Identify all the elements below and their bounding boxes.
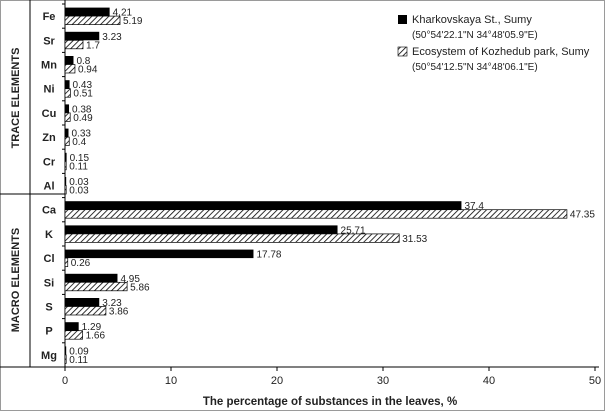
x-axis-label: The percentage of substances in the leav… <box>203 396 457 408</box>
data-label: 0.26 <box>71 258 91 269</box>
category-label: K <box>45 229 53 241</box>
legend-swatch-kozhedub <box>397 46 408 57</box>
category-label: Mn <box>41 60 57 72</box>
data-label: 0.51 <box>73 89 93 100</box>
bar-kozhedub <box>64 39 84 50</box>
data-label: 0.49 <box>73 113 93 124</box>
data-label: 0.15 <box>70 153 90 164</box>
category-label: Ca <box>42 205 57 217</box>
data-label: 0.4 <box>72 137 86 148</box>
data-label: 0.94 <box>78 65 98 76</box>
category-label: Zn <box>42 132 56 144</box>
bar-kharkovskaya <box>65 201 462 210</box>
data-label: 25.71 <box>341 225 366 236</box>
data-label: 0.09 <box>69 346 89 357</box>
x-tick-label: 30 <box>377 375 389 387</box>
bar-kharkovskaya <box>65 56 74 65</box>
data-label: 1.7 <box>86 40 100 51</box>
category-label: Sr <box>43 35 55 47</box>
data-label: 17.78 <box>256 250 281 261</box>
data-label: 3.23 <box>102 298 122 309</box>
data-label: 0.33 <box>71 129 91 140</box>
legend: Kharkovskaya St., Sumy (50°54'22.1"N 34°… <box>397 14 590 73</box>
bar-kharkovskaya <box>65 31 100 41</box>
data-label: 4.21 <box>113 8 133 19</box>
bar-kharkovskaya <box>65 225 338 234</box>
legend-label-kozhedub: Ecosystem of Kozhedub park, Sumy <box>412 46 590 58</box>
category-label: Cr <box>43 156 56 168</box>
bar-kozhedub <box>64 185 67 195</box>
category-label: Mg <box>41 350 57 362</box>
x-tick-label: 50 <box>589 375 601 387</box>
data-label: 47.35 <box>570 210 595 221</box>
bar-kozhedub <box>64 306 107 316</box>
category-label: Si <box>44 277 54 289</box>
category-label: S <box>45 302 52 314</box>
bar-kozhedub <box>64 330 83 340</box>
category-label: Cl <box>44 253 55 265</box>
legend-swatch-kharkovskaya <box>398 15 407 24</box>
legend-coords-kozhedub: (50°54'12.5"N 34°48'06.1"E) <box>412 62 538 73</box>
bar-kharkovskaya <box>65 346 67 355</box>
data-label: 0.43 <box>73 80 93 91</box>
bar-kharkovskaya <box>65 152 67 162</box>
data-label: 5.86 <box>130 282 150 293</box>
data-label: 0.11 <box>69 355 88 366</box>
data-label: 31.53 <box>402 234 427 245</box>
bar-kozhedub <box>64 209 568 219</box>
legend-coords-kharkovskaya: (50°54'22.1"N 34°48'05.9"E) <box>412 30 538 41</box>
x-tick-label: 20 <box>271 375 283 387</box>
data-label: 0.03 <box>69 186 89 197</box>
data-label: 4.95 <box>120 274 140 285</box>
bar-kozhedub <box>64 257 69 267</box>
data-label: 0.38 <box>72 104 92 115</box>
bar-kharkovskaya <box>65 298 100 307</box>
bar-kharkovskaya <box>65 273 118 283</box>
bar-kozhedub <box>64 136 70 146</box>
bar-kharkovskaya <box>65 104 70 113</box>
data-label: 0.11 <box>69 161 88 172</box>
bar-kharkovskaya <box>65 249 254 259</box>
category-label: P <box>45 326 52 338</box>
bar-kharkovskaya <box>65 128 69 138</box>
data-label: 3.86 <box>109 307 129 318</box>
data-label: 37.4 <box>464 201 484 212</box>
category-label: Fe <box>43 11 56 23</box>
bar-kharkovskaya <box>65 177 67 186</box>
bar-kharkovskaya <box>65 7 110 17</box>
data-label: 5.19 <box>123 16 143 27</box>
legend-label-kharkovskaya: Kharkovskaya St., Sumy <box>412 14 532 26</box>
x-tick-label: 0 <box>62 375 68 387</box>
bar-kozhedub <box>64 160 67 171</box>
group-label-trace: TRACE ELEMENTS <box>10 48 22 149</box>
bar-kozhedub <box>64 112 71 122</box>
bar-kharkovskaya <box>65 80 70 89</box>
category-label: Al <box>44 181 55 193</box>
data-label: 1.66 <box>86 331 106 342</box>
x-tick-label: 40 <box>483 375 495 387</box>
data-label: 1.29 <box>82 322 102 333</box>
category-label: Cu <box>42 108 57 120</box>
data-label: 0.03 <box>69 177 89 188</box>
data-label: 3.23 <box>102 32 122 43</box>
bar-kozhedub <box>64 354 67 364</box>
group-label-macro: MACRO ELEMENTS <box>10 228 22 333</box>
x-tick-label: 10 <box>165 375 177 387</box>
bar-kozhedub <box>64 281 128 292</box>
data-label: 0.8 <box>76 56 90 67</box>
category-label: Ni <box>44 84 55 96</box>
bar-kozhedub <box>64 233 400 243</box>
bar-kozhedub <box>64 15 121 25</box>
bar-kharkovskaya <box>65 322 79 331</box>
bar-kozhedub <box>64 88 71 98</box>
bar-kozhedub <box>64 64 76 74</box>
